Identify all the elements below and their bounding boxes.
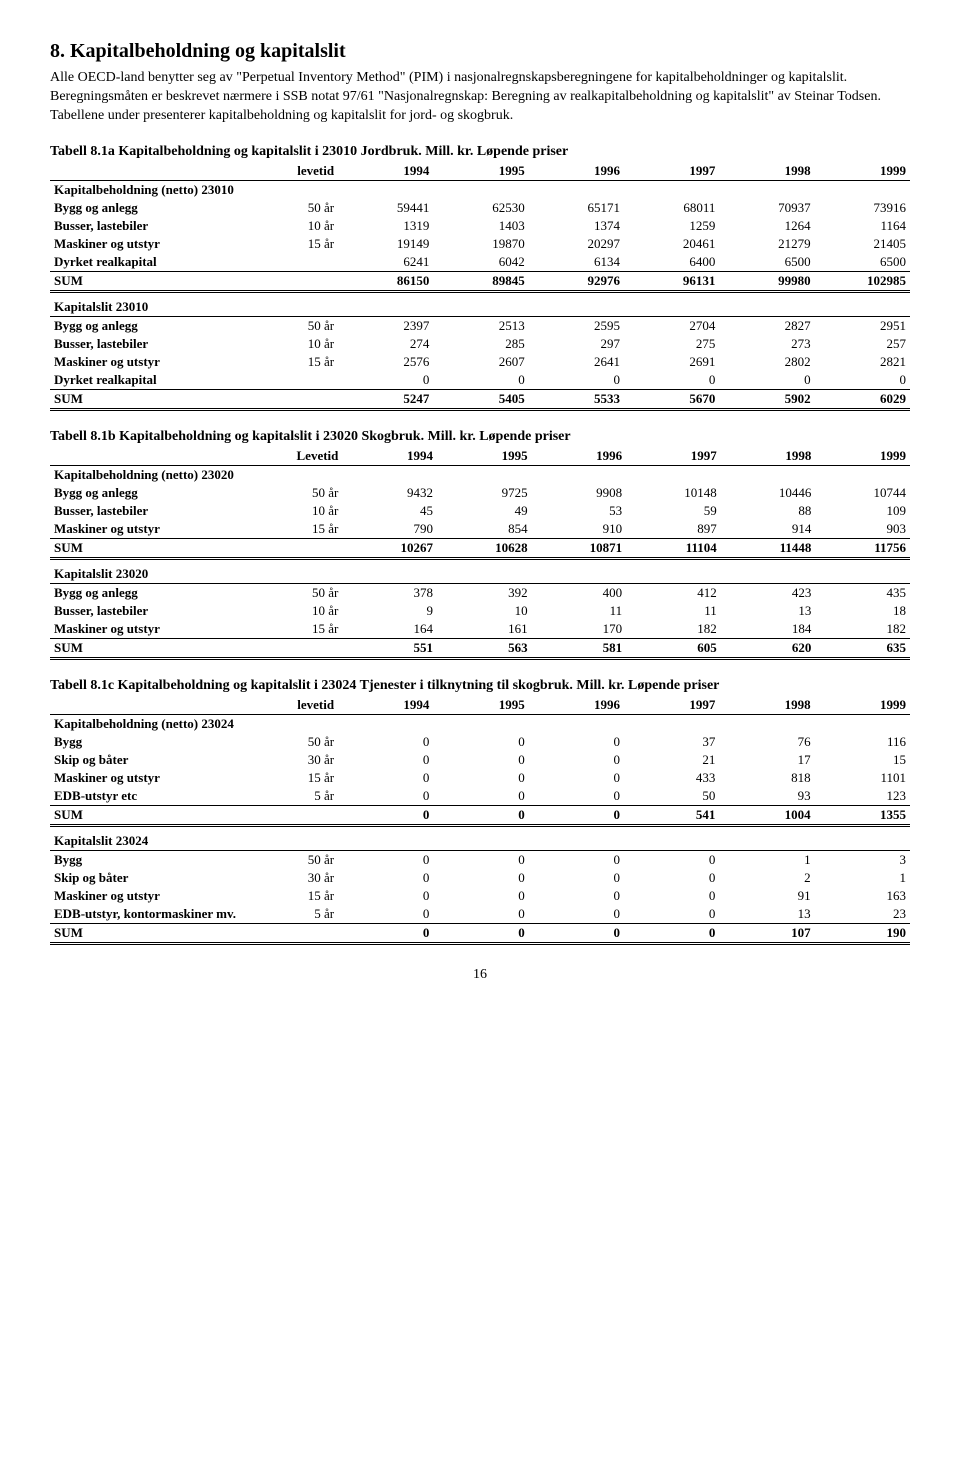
section-header: Kapitalbeholdning (netto) 23020 [50, 465, 910, 484]
hdr-cell [50, 162, 264, 181]
table-1c-title: Tabell 8.1c Kapitalbeholdning og kapital… [50, 678, 910, 694]
table-1b-title: Tabell 8.1b Kapitalbeholdning og kapital… [50, 429, 910, 445]
hdr-cell: 1995 [433, 696, 528, 715]
sum-row: SUM 102671062810871 111041144811756 [50, 538, 910, 558]
section-header: Kapitalbeholdning (netto) 23010 [50, 180, 910, 199]
sum-row: SUM 524754055533 567059026029 [50, 389, 910, 409]
hdr-cell: 1998 [721, 447, 816, 466]
hdr-cell: 1997 [624, 696, 719, 715]
table-row: Maskiner og utstyr15 år 257626072641 269… [50, 353, 910, 371]
table-row: Maskiner og utstyr15 år 790854910 897914… [50, 520, 910, 539]
table-row: Maskiner og utstyr15 år 000 4338181101 [50, 769, 910, 787]
table-row: Busser, lastebiler10 år 274285297 275273… [50, 335, 910, 353]
sum-row: SUM 551563581 605620635 [50, 638, 910, 658]
hdr-cell: 1995 [433, 162, 528, 181]
hdr-cell: 1999 [815, 447, 910, 466]
table-row: Skip og båter30 år 000 021 [50, 869, 910, 887]
hdr-cell: 1994 [342, 447, 437, 466]
table-row: Bygg50 år 000 3776116 [50, 733, 910, 751]
table-row: Skip og båter30 år 000 211715 [50, 751, 910, 769]
hdr-cell: 1997 [624, 162, 719, 181]
hdr-cell: 1996 [529, 696, 624, 715]
table-row: Bygg og anlegg50 år 239725132595 2704282… [50, 316, 910, 335]
table-1a: levetid 1994 1995 1996 1997 1998 1999 Ka… [50, 162, 910, 411]
hdr-cell [50, 696, 264, 715]
hdr-cell-levetid: levetid [264, 696, 338, 715]
hdr-cell [50, 447, 263, 466]
hdr-cell: 1996 [529, 162, 624, 181]
table-row: Maskiner og utstyr15 år 000 091163 [50, 887, 910, 905]
hdr-cell: 1998 [719, 696, 814, 715]
sum-row: SUM 000 54110041355 [50, 805, 910, 825]
table-row: EDB-utstyr, kontormaskiner mv.5 år 000 0… [50, 905, 910, 924]
hdr-cell: 1997 [626, 447, 721, 466]
table-row: Maskiner og utstyr15 år 164161170 182184… [50, 620, 910, 639]
hdr-cell: 1998 [719, 162, 814, 181]
hdr-cell: 1999 [815, 162, 910, 181]
sum-row: SUM 861508984592976 9613199980102985 [50, 271, 910, 291]
table-row: Bygg50 år 000 013 [50, 850, 910, 869]
hdr-cell-levetid: Levetid [263, 447, 343, 466]
table-row: Bygg og anlegg50 år 594416253065171 6801… [50, 199, 910, 217]
hdr-cell-levetid: levetid [264, 162, 338, 181]
table-1c: levetid 1994 1995 1996 1997 1998 1999 Ka… [50, 696, 910, 945]
table-1b: Levetid 1994 1995 1996 1997 1998 1999 Ka… [50, 447, 910, 660]
hdr-cell: 1999 [815, 696, 910, 715]
table-1a-title: Tabell 8.1a Kapitalbeholdning og kapital… [50, 144, 910, 160]
table-row: Maskiner og utstyr15 år 191491987020297 … [50, 235, 910, 253]
intro-paragraph: Alle OECD-land benytter seg av "Perpetua… [50, 69, 910, 126]
sum-row: SUM 000 0107190 [50, 923, 910, 943]
table-row: Busser, lastebiler10 år 454953 5988109 [50, 502, 910, 520]
table-row: Busser, lastebiler10 år 131914031374 125… [50, 217, 910, 235]
section-header: Kapitalslit 23024 [50, 825, 910, 850]
hdr-cell: 1995 [437, 447, 532, 466]
table-row: Bygg og anlegg50 år 943297259908 1014810… [50, 484, 910, 502]
section-header: Kapitalbeholdning (netto) 23024 [50, 714, 910, 733]
table-row: EDB-utstyr etc5 år 000 5093123 [50, 787, 910, 806]
hdr-cell: 1994 [338, 162, 433, 181]
page-heading: 8. Kapitalbeholdning og kapitalslit [50, 40, 910, 63]
hdr-cell: 1994 [338, 696, 433, 715]
section-header: Kapitalslit 23010 [50, 291, 910, 316]
table-row: Bygg og anlegg50 år 378392400 412423435 [50, 583, 910, 602]
table-row: Dyrket realkapital 624160426134 64006500… [50, 253, 910, 272]
hdr-cell: 1996 [532, 447, 627, 466]
table-row: Dyrket realkapital 000 000 [50, 371, 910, 390]
page-number: 16 [50, 967, 910, 983]
section-header: Kapitalslit 23020 [50, 558, 910, 583]
table-row: Busser, lastebiler10 år 91011 111318 [50, 602, 910, 620]
